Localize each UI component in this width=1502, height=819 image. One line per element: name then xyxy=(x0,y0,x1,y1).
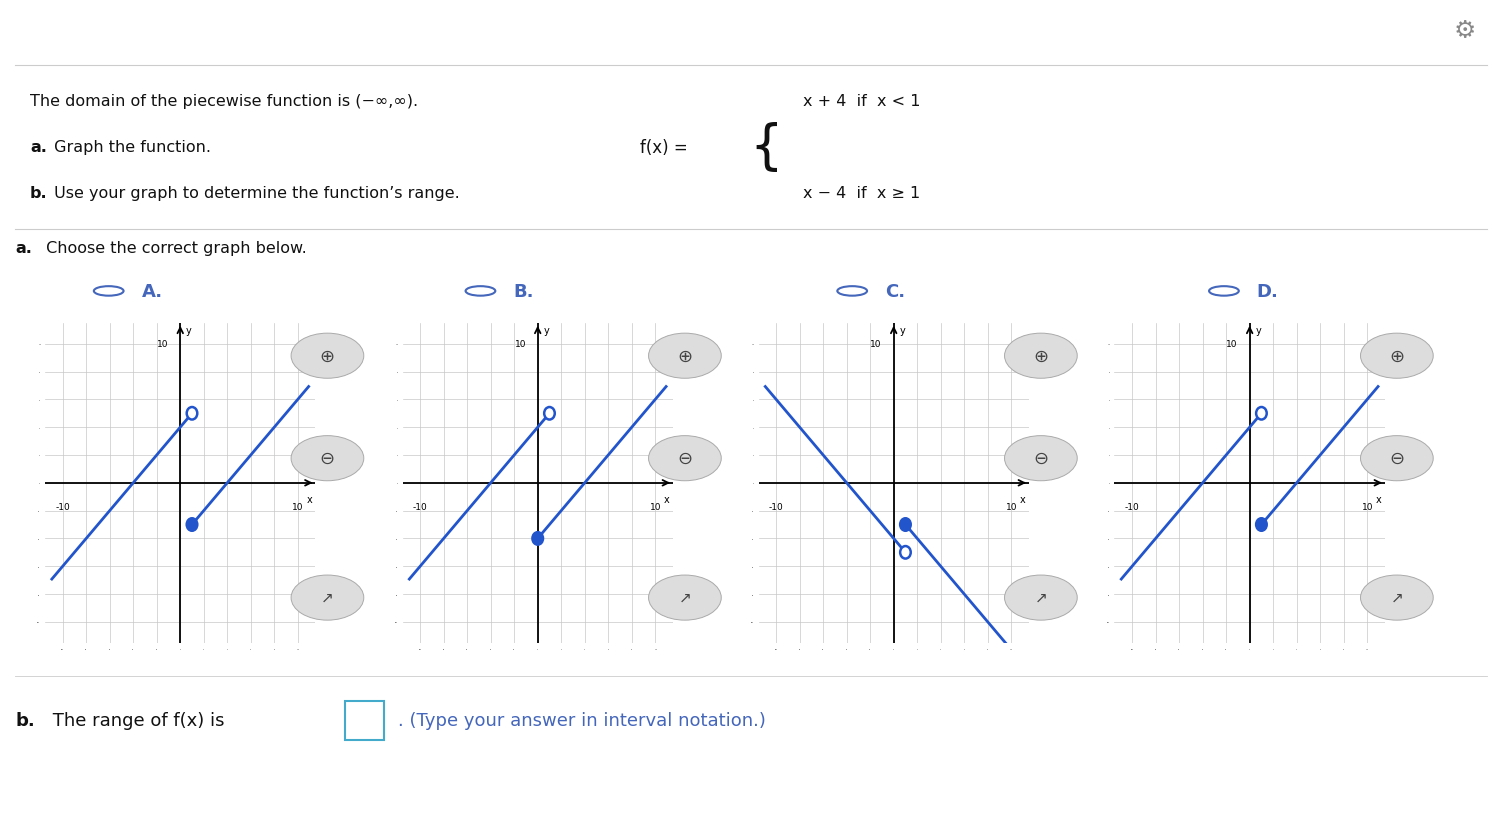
Text: The domain of the piecewise function is (−∞,∞).: The domain of the piecewise function is … xyxy=(30,94,418,109)
Text: 10: 10 xyxy=(871,340,882,349)
Ellipse shape xyxy=(291,436,363,482)
Circle shape xyxy=(1256,408,1266,420)
Ellipse shape xyxy=(1361,436,1433,482)
Circle shape xyxy=(544,408,554,420)
Text: -10: -10 xyxy=(1125,503,1140,512)
Text: ⊕: ⊕ xyxy=(320,347,335,365)
Text: ⊕: ⊕ xyxy=(1033,347,1048,365)
Text: y: y xyxy=(1256,325,1262,336)
Text: Use your graph to determine the function’s range.: Use your graph to determine the function… xyxy=(50,186,460,201)
Text: ↗: ↗ xyxy=(1391,590,1403,605)
Text: b.: b. xyxy=(15,711,35,729)
Text: -10: -10 xyxy=(56,503,71,512)
Text: 10: 10 xyxy=(291,503,303,512)
Text: 10: 10 xyxy=(1361,503,1373,512)
Text: B.: B. xyxy=(514,283,533,301)
Text: ⊖: ⊖ xyxy=(1389,450,1404,468)
Text: ⊖: ⊖ xyxy=(1033,450,1048,468)
Text: ↗: ↗ xyxy=(321,590,333,605)
Circle shape xyxy=(900,518,910,532)
Circle shape xyxy=(186,408,197,420)
Text: ⊖: ⊖ xyxy=(677,450,692,468)
Text: ⚙: ⚙ xyxy=(1454,19,1475,43)
Text: Choose the correct graph below.: Choose the correct graph below. xyxy=(41,240,306,256)
Text: f(x) =: f(x) = xyxy=(640,138,688,156)
Text: y: y xyxy=(544,325,550,336)
Text: -10: -10 xyxy=(769,503,784,512)
Text: 10: 10 xyxy=(158,340,168,349)
Ellipse shape xyxy=(1361,575,1433,621)
Text: ⊕: ⊕ xyxy=(1389,347,1404,365)
Text: C.: C. xyxy=(885,283,906,301)
Text: The range of f(x) is: The range of f(x) is xyxy=(48,711,225,729)
Ellipse shape xyxy=(649,334,721,378)
Ellipse shape xyxy=(649,575,721,621)
Text: D.: D. xyxy=(1257,283,1278,301)
Text: {: { xyxy=(749,121,783,174)
Text: ↗: ↗ xyxy=(1035,590,1047,605)
Ellipse shape xyxy=(1005,575,1077,621)
Circle shape xyxy=(186,518,197,532)
Text: A.: A. xyxy=(141,283,162,301)
Circle shape xyxy=(532,532,544,545)
Circle shape xyxy=(1256,518,1266,532)
Ellipse shape xyxy=(649,436,721,482)
Text: -10: -10 xyxy=(413,503,428,512)
Circle shape xyxy=(900,546,910,559)
Text: x: x xyxy=(664,495,670,505)
Text: x: x xyxy=(306,495,312,505)
Text: a.: a. xyxy=(15,240,32,256)
Ellipse shape xyxy=(1005,334,1077,378)
Text: y: y xyxy=(900,325,906,336)
Ellipse shape xyxy=(291,334,363,378)
Text: x − 4  if  x ≥ 1: x − 4 if x ≥ 1 xyxy=(804,186,921,201)
Text: ⊖: ⊖ xyxy=(320,450,335,468)
Text: y: y xyxy=(186,325,192,336)
Text: 10: 10 xyxy=(1227,340,1238,349)
Text: b.: b. xyxy=(30,186,48,201)
Text: ↗: ↗ xyxy=(679,590,691,605)
Ellipse shape xyxy=(1361,334,1433,378)
Text: Graph the function.: Graph the function. xyxy=(50,140,212,155)
Text: x: x xyxy=(1020,495,1026,505)
Text: 10: 10 xyxy=(1005,503,1017,512)
FancyBboxPatch shape xyxy=(345,702,385,740)
Text: 10: 10 xyxy=(515,340,526,349)
Text: ⊕: ⊕ xyxy=(677,347,692,365)
Text: a.: a. xyxy=(30,140,47,155)
Ellipse shape xyxy=(291,575,363,621)
Ellipse shape xyxy=(1005,436,1077,482)
Text: . (Type your answer in interval notation.): . (Type your answer in interval notation… xyxy=(398,711,766,729)
Text: x: x xyxy=(1376,495,1382,505)
Text: x + 4  if  x < 1: x + 4 if x < 1 xyxy=(804,94,921,109)
Text: 10: 10 xyxy=(649,503,661,512)
